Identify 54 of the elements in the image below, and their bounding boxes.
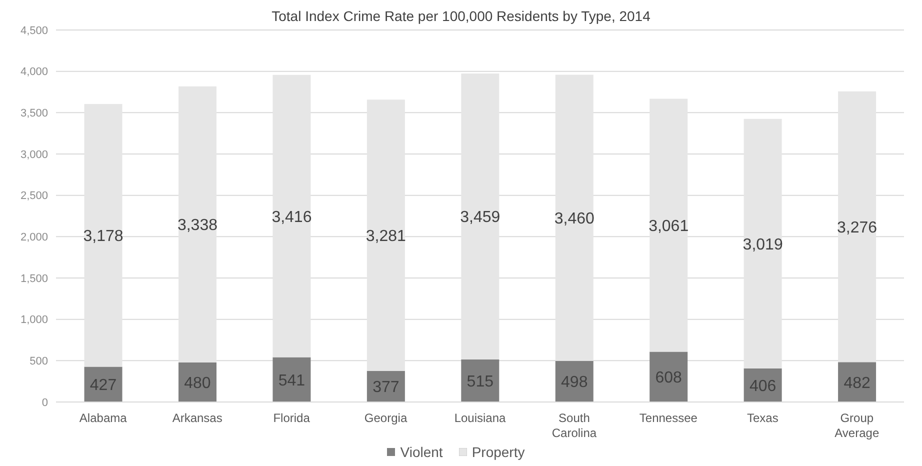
data-label: 3,338 — [177, 217, 218, 234]
bar — [744, 118, 782, 368]
y-tick-label: 3,000 — [20, 148, 48, 161]
y-tick-label: 500 — [30, 356, 48, 368]
data-label: 515 — [466, 373, 494, 390]
data-label: 480 — [184, 374, 211, 392]
data-label: 377 — [372, 379, 400, 396]
data-label: 3,460 — [554, 210, 594, 228]
x-tick-label: Florida — [273, 411, 310, 425]
x-tick-label: Group Average — [834, 411, 880, 440]
bar — [838, 362, 876, 402]
data-label: 608 — [655, 370, 682, 387]
data-label: 3,416 — [272, 208, 312, 226]
bar — [461, 359, 500, 402]
bar — [555, 74, 594, 361]
x-tick-label: Texas — [746, 411, 778, 425]
data-label: 3,281 — [366, 228, 406, 245]
bar — [272, 357, 311, 402]
y-tick-label: 1,500 — [20, 272, 48, 285]
bar — [650, 98, 688, 352]
data-label: 3,061 — [648, 218, 689, 235]
x-tick-label: Tennessee — [639, 411, 698, 425]
legend-label: Violent — [399, 444, 443, 460]
data-label: 3,459 — [460, 209, 500, 226]
x-tick-label: Arkansas — [172, 411, 222, 425]
y-tick-label: 3,500 — [20, 108, 48, 120]
y-tick-label: 2,000 — [20, 232, 48, 244]
y-tick-label: 0 — [42, 396, 48, 409]
y-tick-label: 1,000 — [20, 314, 48, 326]
x-tick-label: Louisiana — [454, 411, 506, 425]
y-tick-label: 4,000 — [20, 66, 48, 78]
data-label: 482 — [844, 374, 870, 392]
x-tick-label: Georgia — [364, 411, 408, 425]
legend-label: Property — [470, 444, 525, 460]
data-label: 3,178 — [83, 228, 124, 246]
bar — [461, 73, 500, 360]
data-label: 427 — [90, 377, 117, 394]
bar — [650, 352, 688, 402]
bar — [272, 74, 311, 358]
x-tick-label: South Carolina — [552, 411, 597, 440]
y-tick-label: 4,500 — [20, 24, 48, 37]
bar — [178, 86, 216, 362]
chart-title: Total Index Crime Rate per 100,000 Residents by Type, 2014 — [270, 8, 652, 24]
data-label: 498 — [561, 374, 588, 392]
bar — [366, 100, 405, 371]
data-label: 3,019 — [742, 236, 783, 254]
data-label: 541 — [278, 372, 306, 390]
bar — [84, 366, 122, 402]
y-tick-label: 2,500 — [20, 190, 48, 202]
bar — [838, 91, 876, 362]
bar — [84, 104, 122, 367]
data-label: 3,276 — [837, 219, 878, 236]
data-label: 406 — [749, 378, 776, 395]
x-tick-label: Alabama — [79, 411, 128, 425]
